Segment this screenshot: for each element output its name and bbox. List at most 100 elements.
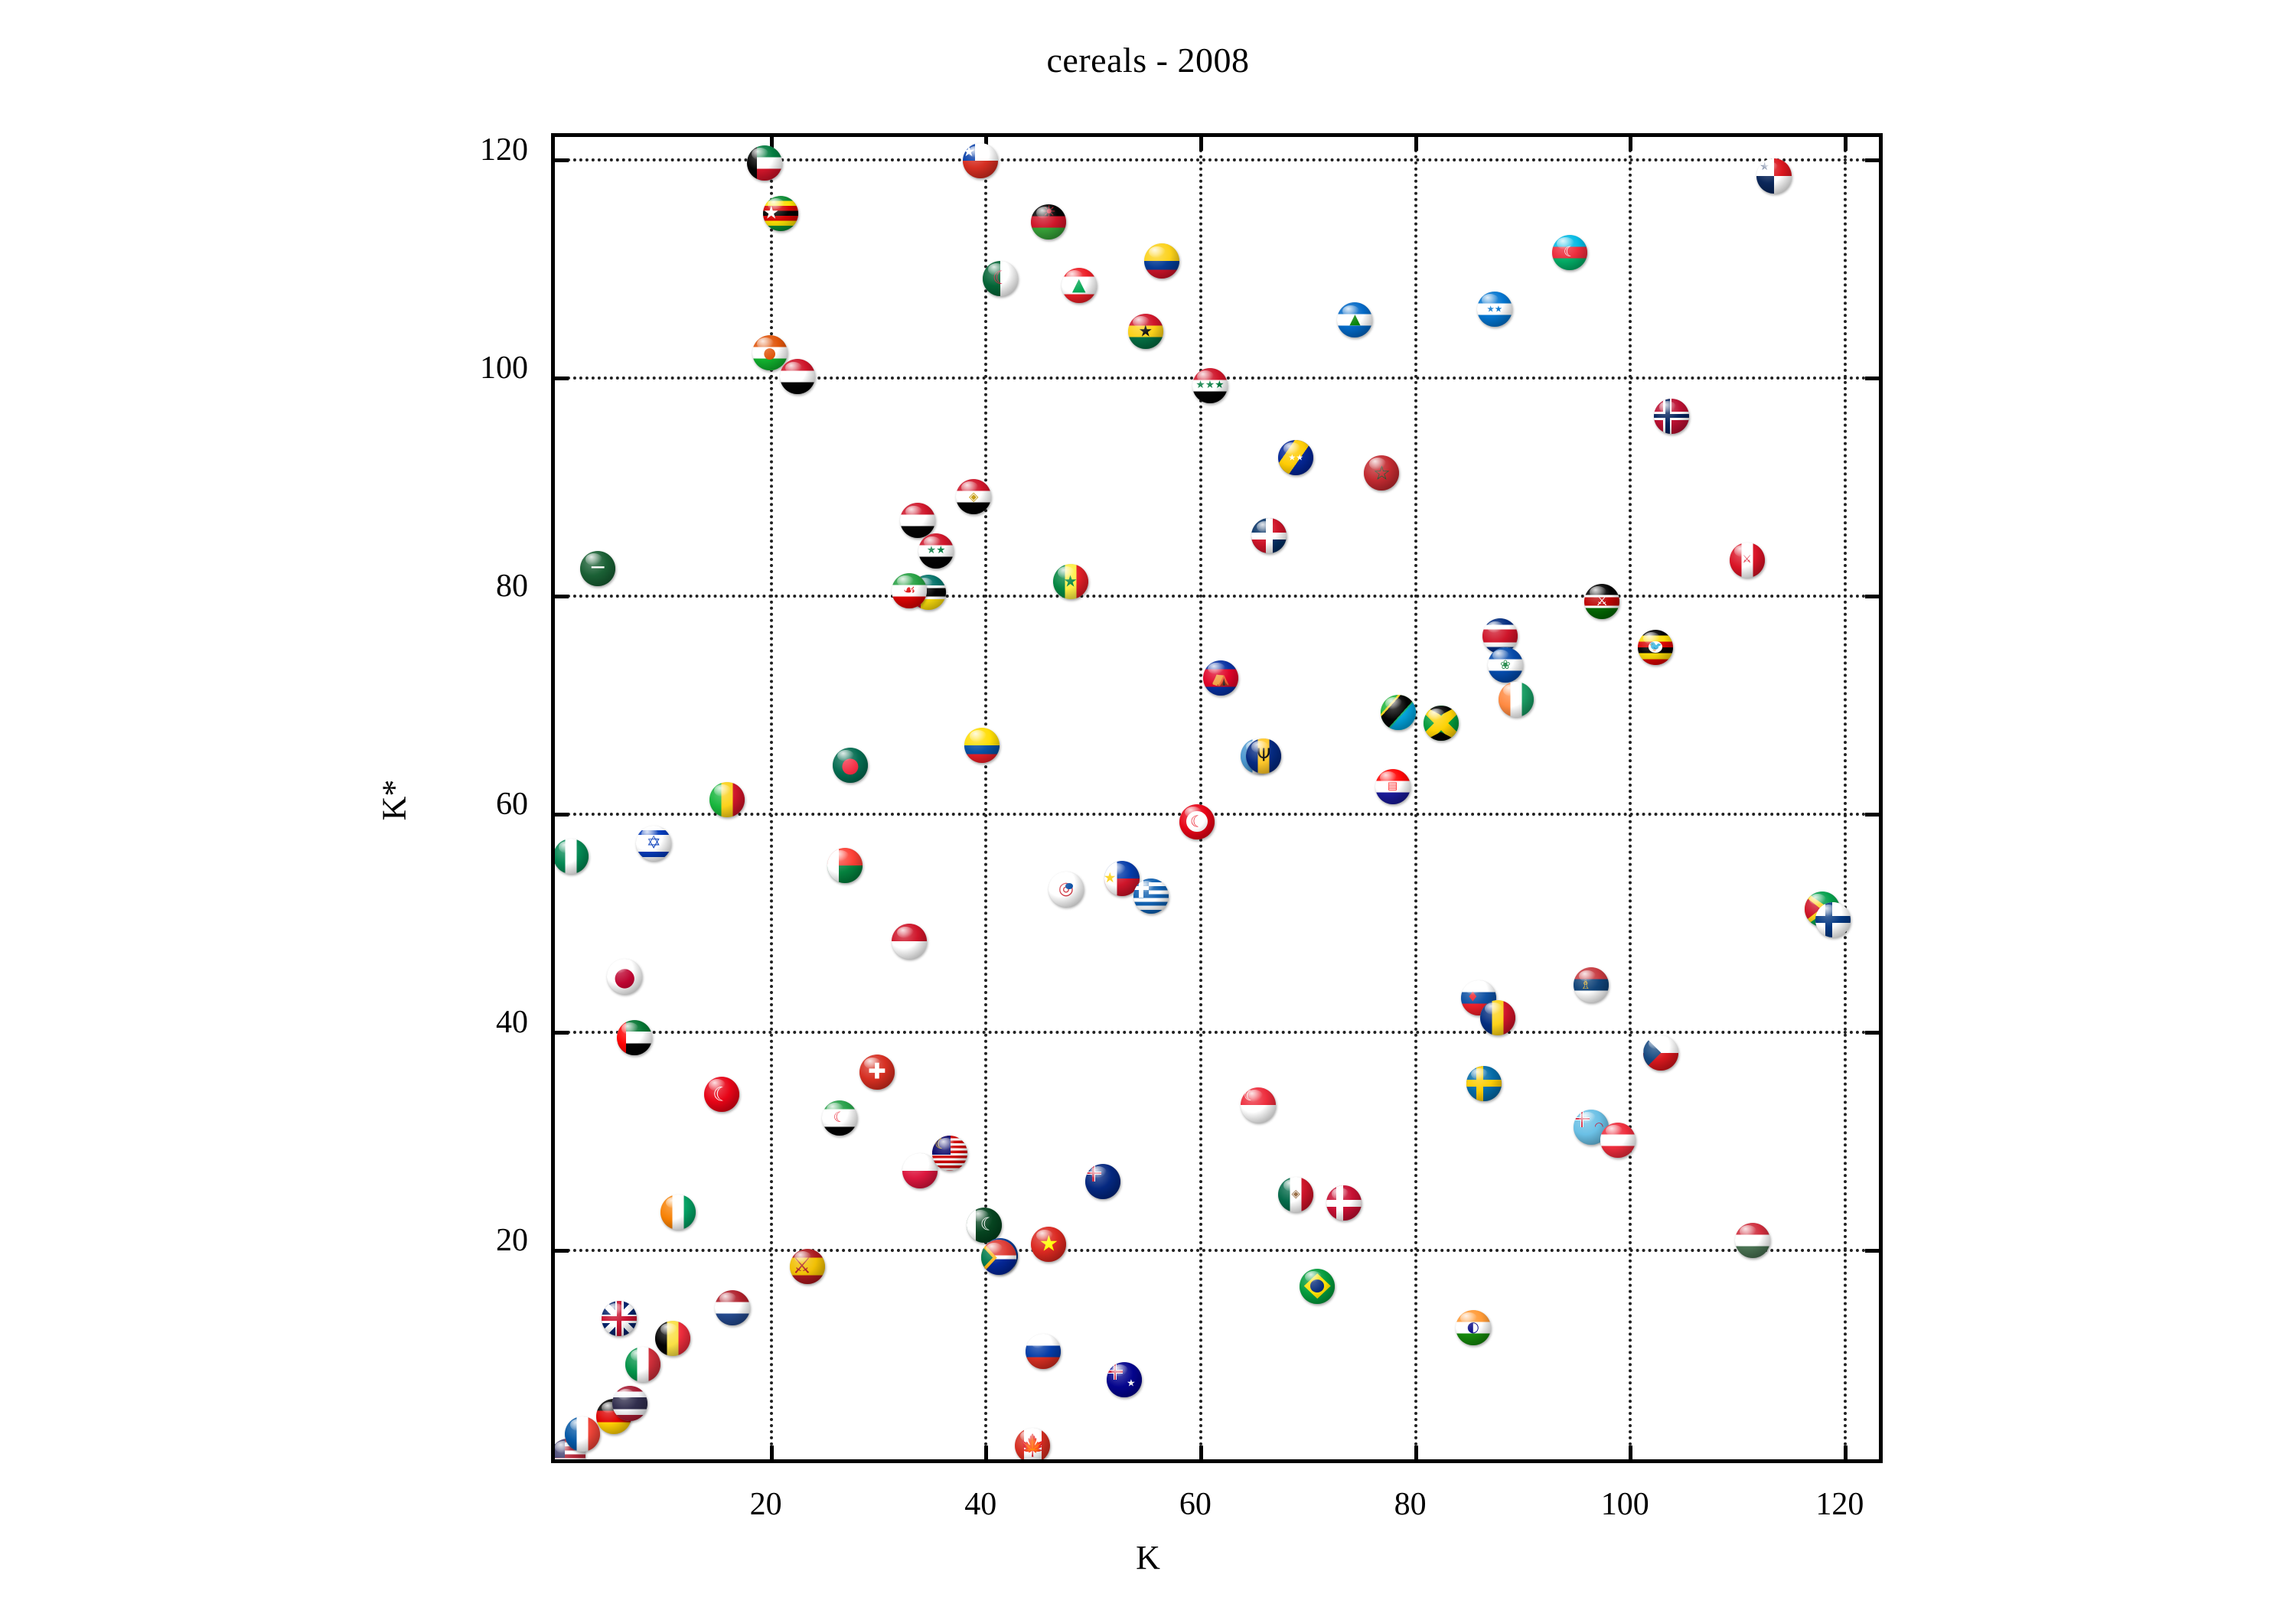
y-axis-title: K* (375, 779, 413, 821)
data-point-mali[interactable] (709, 782, 745, 818)
data-point-ireland[interactable] (1498, 682, 1534, 718)
y-tick (555, 158, 569, 163)
data-point-mexico[interactable]: ◈ (1278, 1176, 1314, 1212)
data-point-australia[interactable]: ★ (1106, 1362, 1142, 1398)
data-point-nicaragua[interactable]: ▲ (1337, 302, 1373, 338)
data-point-peru[interactable]: ⚔ (1729, 542, 1765, 578)
x-tick-top (769, 137, 774, 151)
data-point-iraq[interactable]: ★★★ (1192, 367, 1228, 403)
data-point-romania[interactable] (1480, 1000, 1516, 1036)
x-tick (1199, 1446, 1203, 1459)
data-point-bangladesh[interactable]: ● (832, 747, 868, 783)
data-point-israel[interactable]: ✡ (636, 826, 672, 862)
x-tick-label: 60 (1179, 1487, 1212, 1522)
data-point-czech-republic[interactable] (1643, 1035, 1679, 1071)
data-point-uganda[interactable]: 🐦 (1638, 629, 1674, 665)
data-point-tunisia-small[interactable]: ☾ (703, 1076, 739, 1112)
data-point-russia[interactable] (1026, 1333, 1062, 1369)
data-point-cambodia[interactable]: ⛺ (1203, 660, 1238, 696)
data-point-thailand[interactable] (612, 1386, 648, 1422)
data-point-bosnia-and-herzegovina[interactable]: ★★ (1278, 439, 1314, 475)
data-point-norway[interactable] (1654, 398, 1690, 434)
data-point-chile[interactable]: ★ (962, 143, 998, 179)
y-tick (555, 1249, 569, 1253)
data-point-libya[interactable]: ☾ (821, 1100, 857, 1136)
data-point-croatia[interactable]: ▤ (1375, 769, 1411, 805)
data-point-syria[interactable]: ★★ (918, 533, 954, 569)
data-point-ghana[interactable]: ★ (1127, 313, 1163, 349)
data-point-netherlands[interactable] (714, 1290, 750, 1325)
data-point-kenya[interactable]: ⚔ (1584, 583, 1620, 619)
data-point-morocco[interactable]: ☆ (1364, 455, 1400, 491)
data-point-denmark[interactable] (1326, 1185, 1362, 1221)
x-tick-label: 100 (1600, 1487, 1649, 1522)
data-point-kuwait[interactable] (746, 145, 782, 181)
data-point-greece[interactable] (1133, 878, 1169, 914)
data-point-saudi-arabia[interactable]: ━━ (580, 551, 616, 587)
data-point-cote-d-ivoire[interactable] (660, 1194, 696, 1230)
data-point-malawi[interactable]: ☀ (1031, 204, 1067, 240)
data-point-nigeria[interactable] (555, 839, 589, 875)
data-point-new-zealand[interactable] (1084, 1163, 1120, 1199)
data-point-yemen[interactable] (780, 359, 816, 395)
y-tick-right (1865, 595, 1879, 599)
data-point-el-salvador[interactable]: ❀ (1487, 647, 1523, 683)
data-point-hungary[interactable] (1734, 1222, 1770, 1258)
data-point-zimbabwe[interactable]: ★ (762, 195, 798, 231)
y-tick-label: 80 (496, 569, 528, 605)
data-point-singapore[interactable]: ☾ (1241, 1087, 1277, 1123)
x-tick-top (1629, 137, 1633, 151)
data-point-south-korea[interactable]: ◎ (1048, 871, 1084, 907)
data-point-canada[interactable]: 🍁 (1015, 1427, 1051, 1459)
gridline-horizontal (555, 595, 1879, 598)
data-point-jamaica[interactable] (1423, 706, 1459, 742)
y-tick-label: 120 (480, 132, 528, 168)
data-point-barbados[interactable]: Ψ (1246, 738, 1282, 774)
data-point-azerbaijan[interactable]: ☾ (1552, 235, 1588, 270)
gridline-horizontal (555, 1249, 1879, 1253)
data-point-vietnam[interactable]: ★ (1031, 1227, 1067, 1263)
y-tick (555, 595, 569, 599)
data-point-united-kingdom[interactable] (602, 1301, 638, 1337)
y-tick-label: 100 (480, 350, 528, 386)
data-point-india[interactable]: ◐ (1455, 1309, 1491, 1345)
data-point-colombia[interactable] (1143, 243, 1179, 279)
y-tick-label: 60 (496, 787, 528, 823)
data-point-madagascar[interactable] (827, 847, 863, 883)
y-tick-right (1865, 1249, 1879, 1253)
data-point-finland[interactable] (1815, 901, 1851, 937)
data-point-spain[interactable]: ⚔ (789, 1248, 825, 1284)
data-point-france[interactable] (565, 1416, 601, 1452)
data-point-japan[interactable]: ● (607, 958, 643, 994)
data-point-senegal[interactable]: ★ (1052, 564, 1088, 600)
data-point-tunisia[interactable]: ☾ (1179, 804, 1215, 839)
y-tick-label: 20 (496, 1223, 528, 1259)
data-point-sweden[interactable] (1466, 1065, 1502, 1101)
x-tick-label: 20 (749, 1487, 782, 1522)
gridline-horizontal (555, 1031, 1879, 1035)
data-point-egypt[interactable]: ◈ (956, 479, 992, 515)
x-tick-top (1843, 137, 1848, 151)
data-point-malaysia[interactable]: ☾ (932, 1135, 968, 1171)
data-point-iran[interactable]: ☙ (892, 572, 928, 608)
data-point-serbia[interactable]: ♗ (1574, 967, 1609, 1003)
y-tick (555, 813, 569, 817)
gridline-vertical (1843, 137, 1847, 1459)
data-point-lebanon[interactable]: ▲ (1061, 267, 1097, 303)
data-point-tanzania[interactable] (1380, 695, 1416, 731)
y-tick-right (1865, 376, 1879, 381)
data-point-dominican-republic[interactable] (1251, 518, 1287, 554)
data-point-indonesia[interactable] (892, 924, 928, 960)
data-point-south-africa[interactable] (980, 1240, 1016, 1276)
data-point-ecuador[interactable] (964, 727, 1000, 763)
data-point-belgium[interactable] (655, 1320, 691, 1356)
data-point-panama[interactable]: ★ (1756, 158, 1792, 194)
data-point-switzerland[interactable]: ✚ (859, 1054, 895, 1090)
data-point-united-arab-emirates[interactable] (616, 1019, 652, 1055)
data-point-algeria[interactable]: ☾ (983, 261, 1019, 297)
data-point-austria[interactable] (1600, 1122, 1636, 1158)
data-point-honduras[interactable]: ★★ (1476, 292, 1512, 328)
plot-area: ⚔━━✡●☾☾★●✚●☾★★★☙★☾◈★◎★☾▲★🍁★☀★▲★★★☾⛺❀★★☆▲… (555, 137, 1879, 1459)
data-point-brazil[interactable] (1300, 1268, 1336, 1304)
y-tick-right (1865, 1031, 1879, 1035)
